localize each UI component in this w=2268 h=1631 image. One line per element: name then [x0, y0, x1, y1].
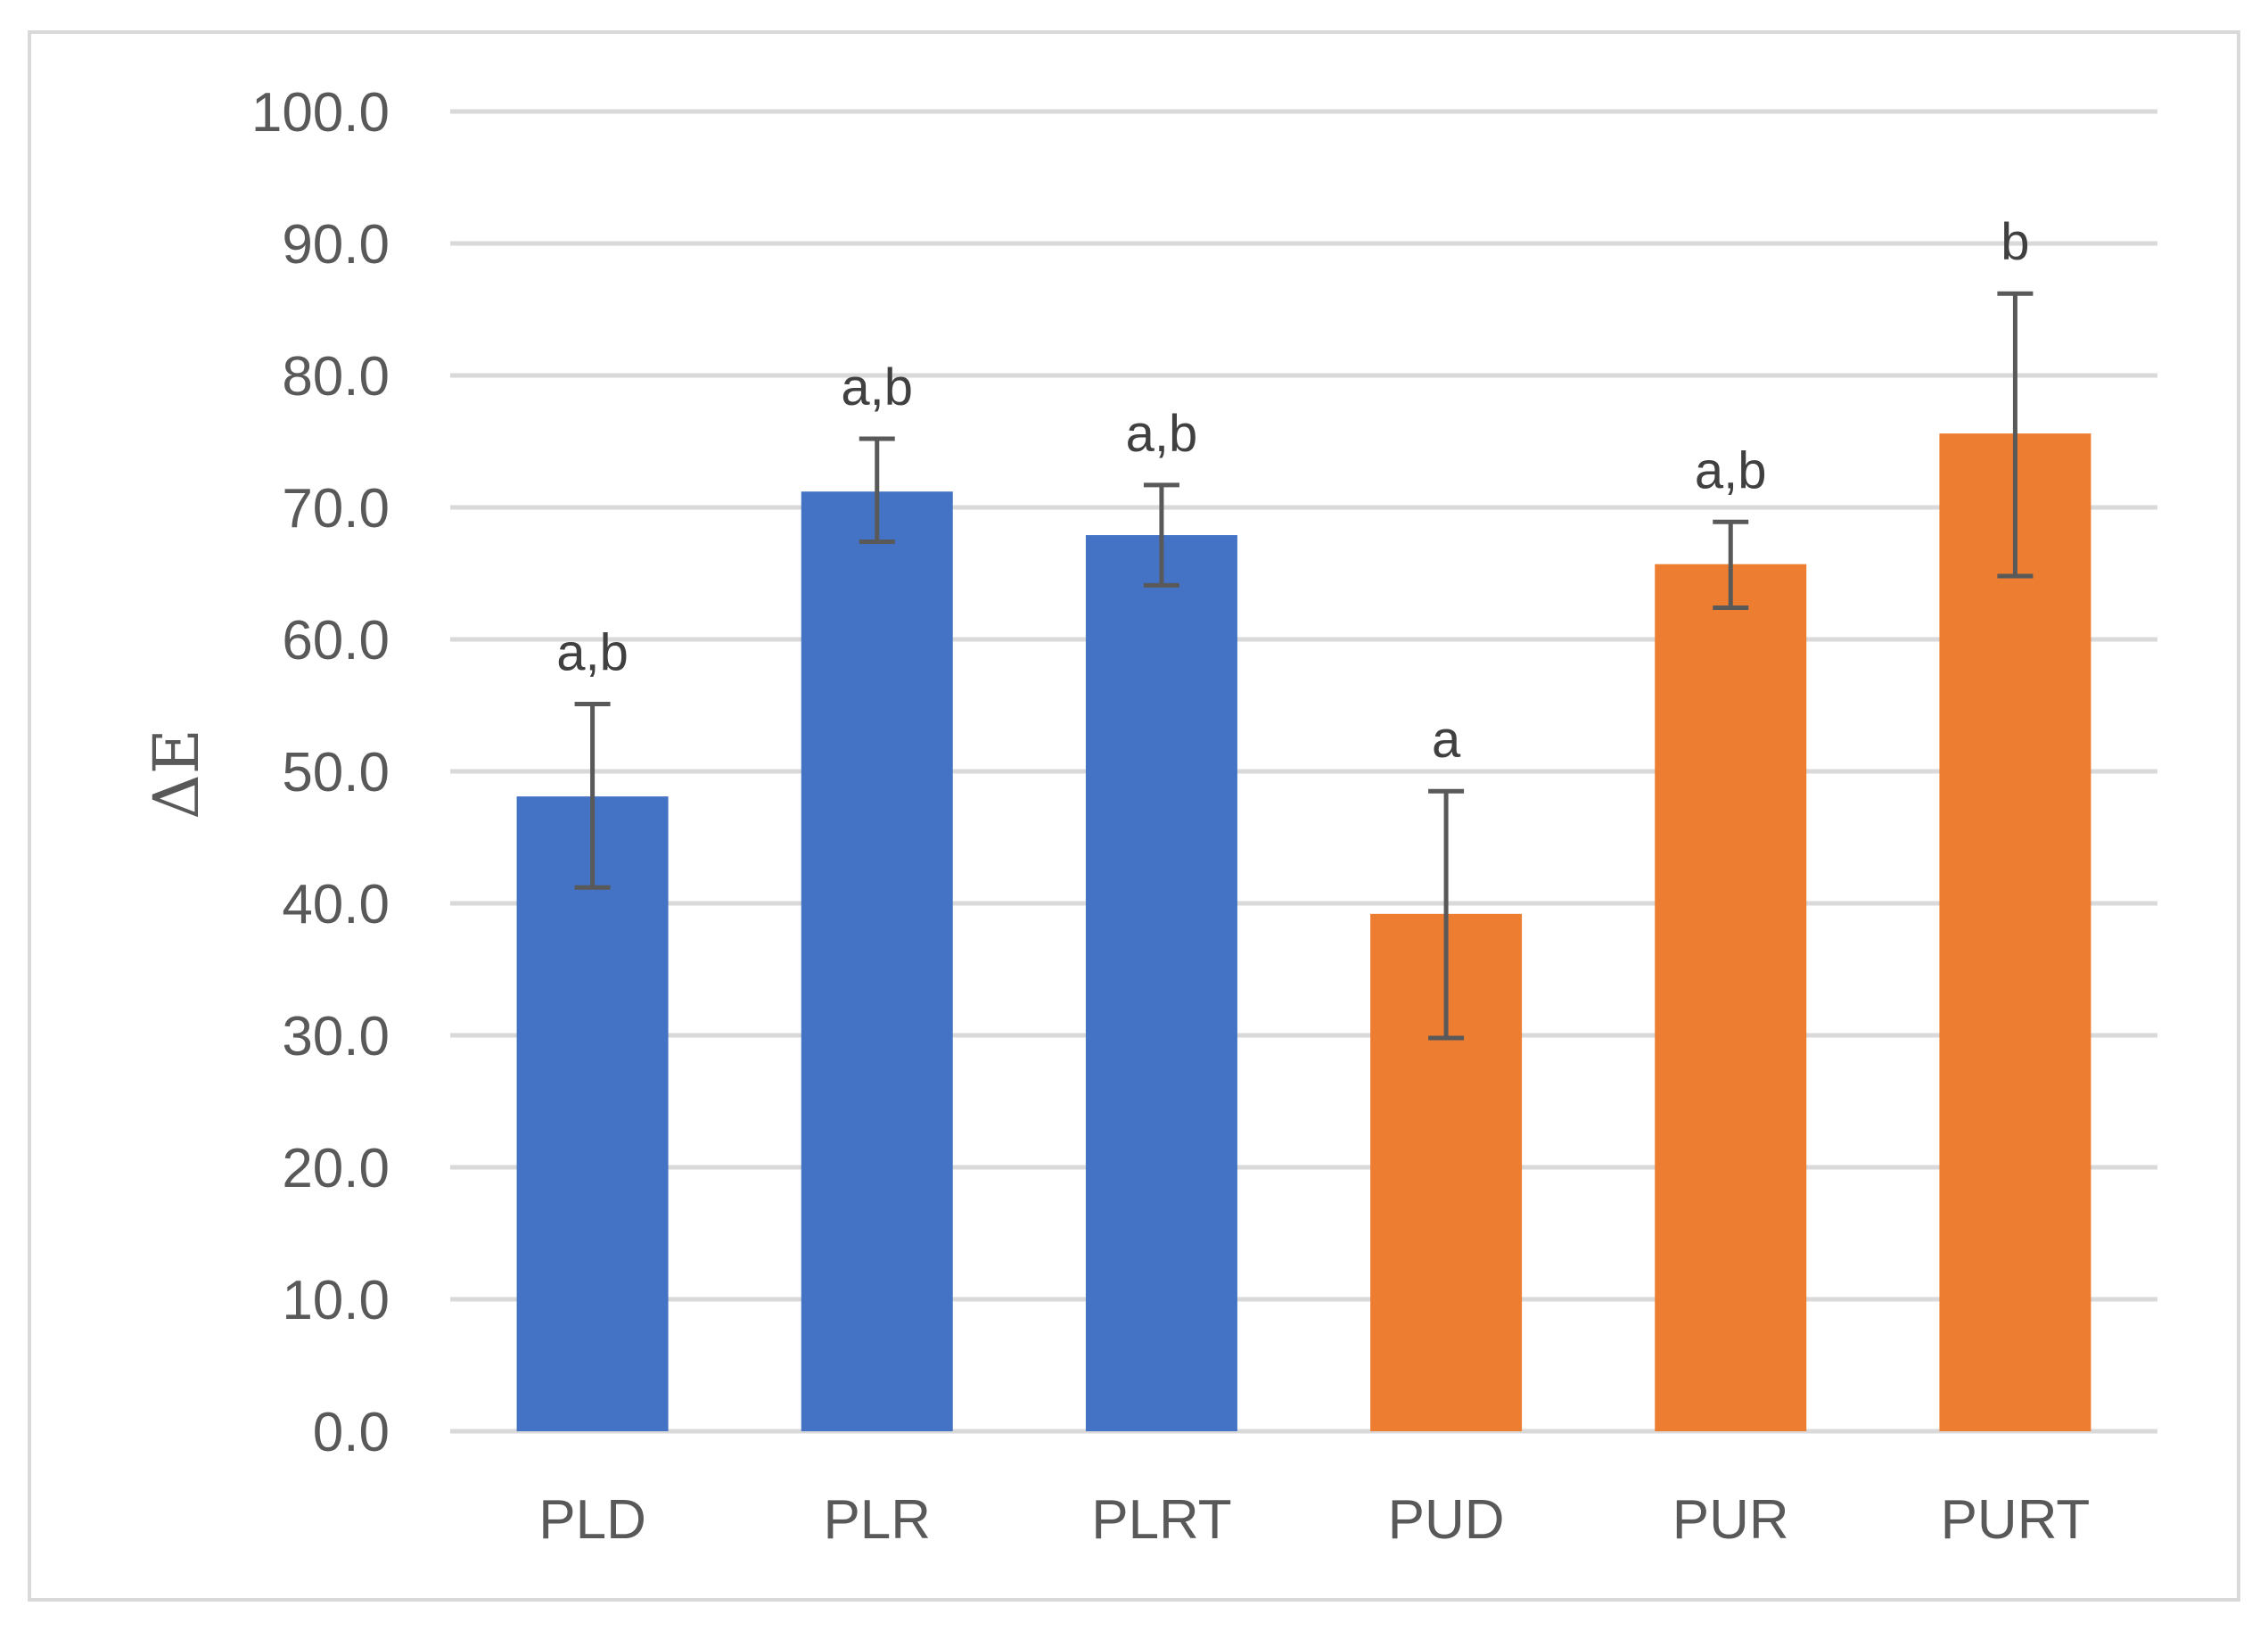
x-axis-categories: PLD PLR PLRT PUD PUR PURT: [538, 1489, 2090, 1551]
error-bar-purt: [1997, 291, 2034, 579]
x-category-label-pur: PUR: [1672, 1489, 1789, 1551]
significance-label-pud: a: [1432, 711, 1461, 769]
significance-label-plrt: a,b: [1126, 405, 1198, 463]
significance-label-pur: a,b: [1695, 441, 1767, 499]
bar-purt: [1939, 433, 2091, 1431]
x-category-label-plr: PLR: [823, 1489, 931, 1551]
x-category-label-plrt: PLRT: [1091, 1489, 1231, 1551]
error-bar-plr: [859, 436, 895, 544]
bar-plrt: [1085, 535, 1237, 1431]
y-tick-label: 100.0: [251, 82, 390, 144]
bar-plr: [801, 491, 953, 1431]
y-tick-label: 10.0: [282, 1270, 390, 1331]
error-bar-pud: [1428, 788, 1465, 1041]
significance-labels: a,b a,b a,b a a,b b: [556, 213, 2029, 769]
y-tick-label: 70.0: [282, 478, 390, 540]
error-bar-pur: [1713, 519, 1749, 610]
y-tick-label: 60.0: [282, 610, 390, 671]
x-category-label-pud: PUD: [1388, 1489, 1505, 1551]
bar-pld: [516, 796, 669, 1431]
error-bars: [574, 291, 2034, 1041]
gridlines: [450, 109, 2157, 1434]
y-tick-label: 90.0: [282, 214, 390, 276]
bars: [516, 433, 2091, 1431]
error-bar-pld: [574, 702, 611, 890]
y-tick-label: 20.0: [282, 1138, 390, 1199]
y-axis-title: ΔE: [140, 729, 213, 820]
bar-pur: [1655, 564, 1807, 1431]
significance-label-pld: a,b: [556, 624, 629, 682]
y-tick-label: 0.0: [313, 1402, 390, 1463]
y-tick-label: 30.0: [282, 1006, 390, 1067]
y-tick-label: 50.0: [282, 742, 390, 803]
x-category-label-pld: PLD: [538, 1489, 646, 1551]
significance-label-purt: b: [2001, 213, 2029, 271]
error-bar-plrt: [1143, 482, 1179, 588]
x-category-label-purt: PURT: [1941, 1489, 2091, 1551]
y-tick-label: 40.0: [282, 874, 390, 935]
y-tick-label: 80.0: [282, 346, 390, 408]
significance-label-plr: a,b: [841, 358, 913, 416]
y-axis-ticks: 0.0 10.0 20.0 30.0 40.0 50.0 60.0 70.0 80.0 90.0 1…: [251, 82, 390, 1463]
